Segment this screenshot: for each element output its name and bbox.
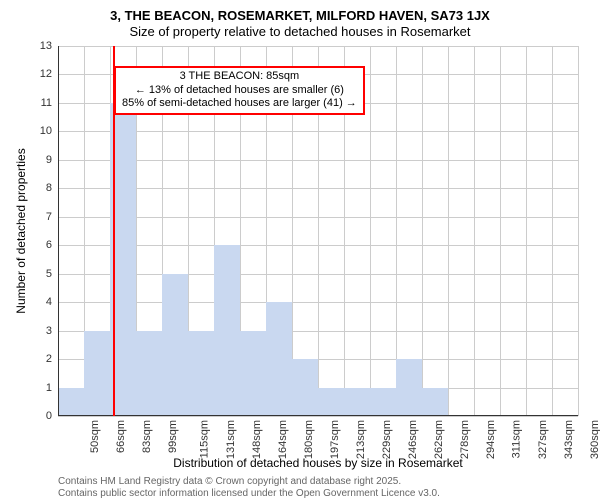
y-tick-label: 5	[46, 268, 52, 280]
x-tick-label: 343sqm	[563, 420, 575, 459]
grid-v	[448, 46, 449, 416]
histogram-bar	[240, 331, 266, 416]
x-axis-line	[58, 415, 578, 416]
histogram-bar	[58, 388, 84, 416]
grid-v	[370, 46, 371, 416]
grid-v	[526, 46, 527, 416]
grid-v	[500, 46, 501, 416]
x-tick-label: 83sqm	[141, 420, 153, 453]
histogram-bar	[214, 245, 240, 416]
x-axis-label: Distribution of detached houses by size …	[58, 456, 578, 470]
y-tick-label: 7	[46, 211, 52, 223]
histogram-bar	[266, 302, 292, 416]
x-tick-label: 311sqm	[510, 420, 522, 458]
x-tick-label: 148sqm	[251, 420, 263, 459]
y-tick-label: 13	[40, 40, 52, 52]
histogram-bar	[84, 331, 110, 416]
grid-h	[58, 416, 578, 417]
y-tick-label: 11	[41, 97, 52, 109]
y-tick-label: 0	[46, 410, 52, 422]
y-tick-label: 1	[46, 382, 52, 394]
histogram-bar	[188, 331, 214, 416]
histogram-bar	[318, 388, 344, 416]
x-tick-label: 66sqm	[115, 420, 127, 453]
annotation-line3: 85% of semi-detached houses are larger (…	[122, 97, 357, 111]
histogram-bar	[344, 388, 370, 416]
grid-v	[552, 46, 553, 416]
x-tick-label: 50sqm	[89, 420, 101, 453]
x-tick-label: 246sqm	[407, 420, 419, 459]
grid-v	[578, 46, 579, 416]
grid-v	[474, 46, 475, 416]
annotation-line2: ← 13% of detached houses are smaller (6)	[122, 84, 357, 98]
histogram-bar	[370, 388, 396, 416]
y-tick-label: 10	[40, 125, 52, 137]
footer-line2: Contains public sector information licen…	[58, 488, 440, 499]
footer-line1: Contains HM Land Registry data © Crown c…	[58, 476, 401, 487]
y-tick-label: 9	[46, 154, 52, 166]
histogram-bar	[162, 274, 188, 416]
x-tick-label: 99sqm	[167, 420, 179, 453]
x-tick-label: 229sqm	[381, 420, 393, 459]
x-tick-label: 278sqm	[459, 420, 471, 459]
y-tick-label: 3	[46, 325, 52, 337]
x-tick-label: 294sqm	[485, 420, 497, 459]
chart-title-line2: Size of property relative to detached ho…	[0, 24, 600, 39]
x-tick-label: 115sqm	[198, 420, 210, 458]
y-tick-label: 12	[40, 68, 52, 80]
histogram-bar	[422, 388, 448, 416]
x-tick-label: 197sqm	[329, 420, 341, 459]
y-axis-label: Number of detached properties	[14, 46, 32, 416]
grid-v	[422, 46, 423, 416]
histogram-bar	[136, 331, 162, 416]
x-tick-label: 164sqm	[277, 420, 289, 459]
chart-container: 3, THE BEACON, ROSEMARKET, MILFORD HAVEN…	[0, 0, 600, 500]
histogram-bar	[396, 359, 422, 416]
x-tick-label: 131sqm	[225, 420, 237, 459]
x-tick-label: 213sqm	[355, 420, 367, 459]
y-tick-label: 4	[46, 296, 52, 308]
y-tick-label: 2	[46, 353, 52, 365]
x-tick-label: 180sqm	[303, 420, 315, 459]
x-tick-label: 327sqm	[537, 420, 549, 459]
annotation-line1: 3 THE BEACON: 85sqm	[122, 70, 357, 84]
x-tick-label: 262sqm	[433, 420, 445, 459]
y-tick-label: 8	[46, 182, 52, 194]
x-tick-label: 360sqm	[589, 420, 600, 459]
y-axis-line	[58, 46, 59, 416]
chart-title-line1: 3, THE BEACON, ROSEMARKET, MILFORD HAVEN…	[0, 8, 600, 23]
plot-area: 01234567891011121350sqm66sqm83sqm99sqm11…	[58, 46, 578, 416]
histogram-bar	[292, 359, 318, 416]
y-tick-label: 6	[46, 239, 52, 251]
annotation-box: 3 THE BEACON: 85sqm← 13% of detached hou…	[114, 66, 365, 115]
